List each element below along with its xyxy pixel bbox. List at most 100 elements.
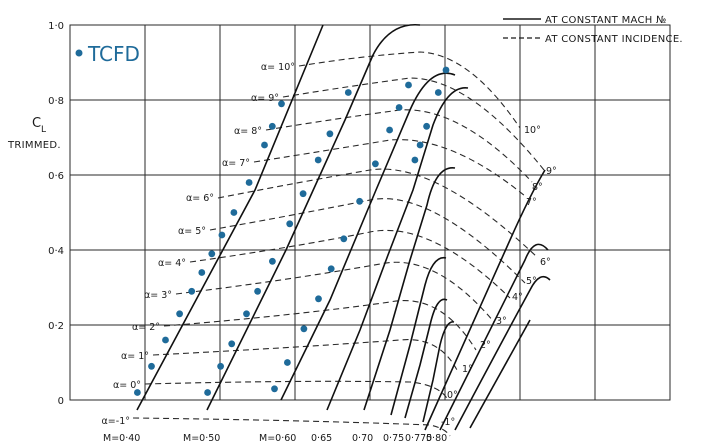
tcfd-point <box>228 340 236 348</box>
incidence-label: α= 4° <box>158 258 186 269</box>
y-tick-label: 0 <box>58 396 64 407</box>
incidence-label: α= 9° <box>251 93 279 104</box>
mach-label: 0·775 <box>405 433 432 444</box>
tcfd-point <box>327 265 335 273</box>
incidence-label: α=-1° <box>102 416 130 427</box>
y-tick-label: 0·2 <box>48 321 64 332</box>
incidence-curve-minus-1 <box>132 417 451 437</box>
tcfd-point <box>411 156 419 164</box>
tcfd-point <box>314 156 322 164</box>
incidence-curve-9 <box>282 77 545 171</box>
tcfd-point <box>416 141 424 149</box>
tcfd-point <box>204 389 212 396</box>
mach-label: 0·75 <box>383 433 404 444</box>
tcfd-point <box>230 209 238 216</box>
incidence-label: 1° <box>462 364 473 375</box>
tcfd-point <box>300 325 308 333</box>
mach-curve-0-75 <box>390 256 447 416</box>
incidence-label: 5° <box>526 276 537 287</box>
legend-label-incidence: AT CONSTANT INCIDENCE. <box>545 34 683 45</box>
y-tick-label: 0·4 <box>48 246 64 257</box>
tcfd-point <box>198 269 206 276</box>
tcfd-point <box>434 89 442 96</box>
incidence-label: α= 10° <box>261 62 295 73</box>
tcfd-legend-marker <box>75 49 83 57</box>
mach-label: 0·80 <box>426 433 447 444</box>
mach-curve-right-4 <box>469 319 531 429</box>
incidence-curve-8 <box>265 109 533 183</box>
constant-mach-curves <box>136 24 551 431</box>
incidence-curve-10 <box>298 51 521 129</box>
mach-label: M=0·50 <box>183 433 220 444</box>
mach-curve-right-2 <box>439 243 549 431</box>
incidence-label: 0° <box>447 390 458 401</box>
mach-label: M=0·60 <box>259 433 296 444</box>
y-axis-label-subscript: L <box>41 125 46 135</box>
y-tick-label: 0·8 <box>48 96 64 107</box>
incidence-label: α= 2° <box>132 322 160 333</box>
incidence-label: α= 1° <box>121 351 149 362</box>
incidence-curve-2 <box>163 300 477 351</box>
tcfd-point <box>395 104 403 111</box>
mach-label: 0·70 <box>352 433 373 444</box>
tcfd-point <box>245 179 253 186</box>
tcfd-point <box>386 126 393 134</box>
incidence-label: α= 0° <box>113 380 141 391</box>
mach-label: 0·65 <box>311 433 332 444</box>
mach-curve-0-40 <box>136 24 324 411</box>
incidence-curve-1 <box>152 339 459 373</box>
tcfd-point <box>356 197 363 205</box>
tcfd-point <box>188 287 196 295</box>
mach-curve-0-70 <box>363 167 456 411</box>
mach-label: M=0·40 <box>103 433 140 444</box>
incidence-label: α= 8° <box>234 126 262 137</box>
constant-incidence-curves <box>132 51 545 437</box>
mach-curve-right-3 <box>454 275 551 431</box>
incidence-labels-right: 10° 9° 8° 7° 6° 5° 4° 3° 2° 1° 0° -1° <box>441 125 557 428</box>
tcfd-point <box>442 66 450 74</box>
tcfd-point <box>261 141 268 149</box>
incidence-label: 2° <box>480 340 491 351</box>
incidence-label: 7° <box>526 197 537 208</box>
tcfd-point <box>243 310 250 318</box>
tcfd-point <box>254 287 261 295</box>
tcfd-point <box>405 81 412 89</box>
incidence-label: 4° <box>512 292 523 303</box>
incidence-curve-5 <box>209 198 526 284</box>
incidence-label: α= 6° <box>186 193 214 204</box>
tcfd-point <box>286 220 294 228</box>
mach-curve-right-1 <box>424 169 546 431</box>
incidence-label: α= 3° <box>144 290 172 301</box>
incidence-curve-4 <box>189 229 511 299</box>
incidence-curve-3 <box>175 261 495 323</box>
incidence-curve-7 <box>253 139 526 197</box>
tcfd-point <box>269 257 276 265</box>
y-axis-ticks: 1·0 0·8 0·6 0·4 0·2 0 <box>48 21 64 407</box>
incidence-label: -1° <box>441 417 455 428</box>
tcfd-point <box>423 122 430 130</box>
incidence-label: 8° <box>532 182 543 193</box>
incidence-label: 3° <box>496 316 507 327</box>
chart-grid <box>69 24 671 401</box>
legend-label-tcfd: TCFD <box>87 42 140 66</box>
y-axis-label-trimmed: TRIMMED. <box>7 140 61 151</box>
y-axis-label: C L TRIMMED. <box>7 116 61 151</box>
y-axis-label-c: C <box>32 116 41 131</box>
tcfd-point <box>344 89 352 96</box>
chart-legend: AT CONSTANT MACH № AT CONSTANT INCIDENCE… <box>75 15 683 66</box>
incidence-label: 10° <box>524 125 541 136</box>
y-tick-label: 1·0 <box>48 21 64 32</box>
tcfd-point <box>284 359 291 366</box>
mach-curve-0-50 <box>206 24 421 411</box>
mach-curve-0-775 <box>404 298 448 419</box>
incidence-label: α= 5° <box>178 226 206 237</box>
mach-labels: M=0·40 M=0·50 M=0·60 0·65 0·70 0·75 0·77… <box>103 433 447 444</box>
tcfd-point <box>176 310 184 318</box>
legend-label-mach: AT CONSTANT MACH № <box>545 15 667 26</box>
tcfd-point <box>217 362 225 370</box>
tcfd-point <box>134 389 141 396</box>
tcfd-point <box>372 160 379 168</box>
tcfd-point <box>271 385 278 393</box>
mach-curve-0-60 <box>280 72 456 401</box>
